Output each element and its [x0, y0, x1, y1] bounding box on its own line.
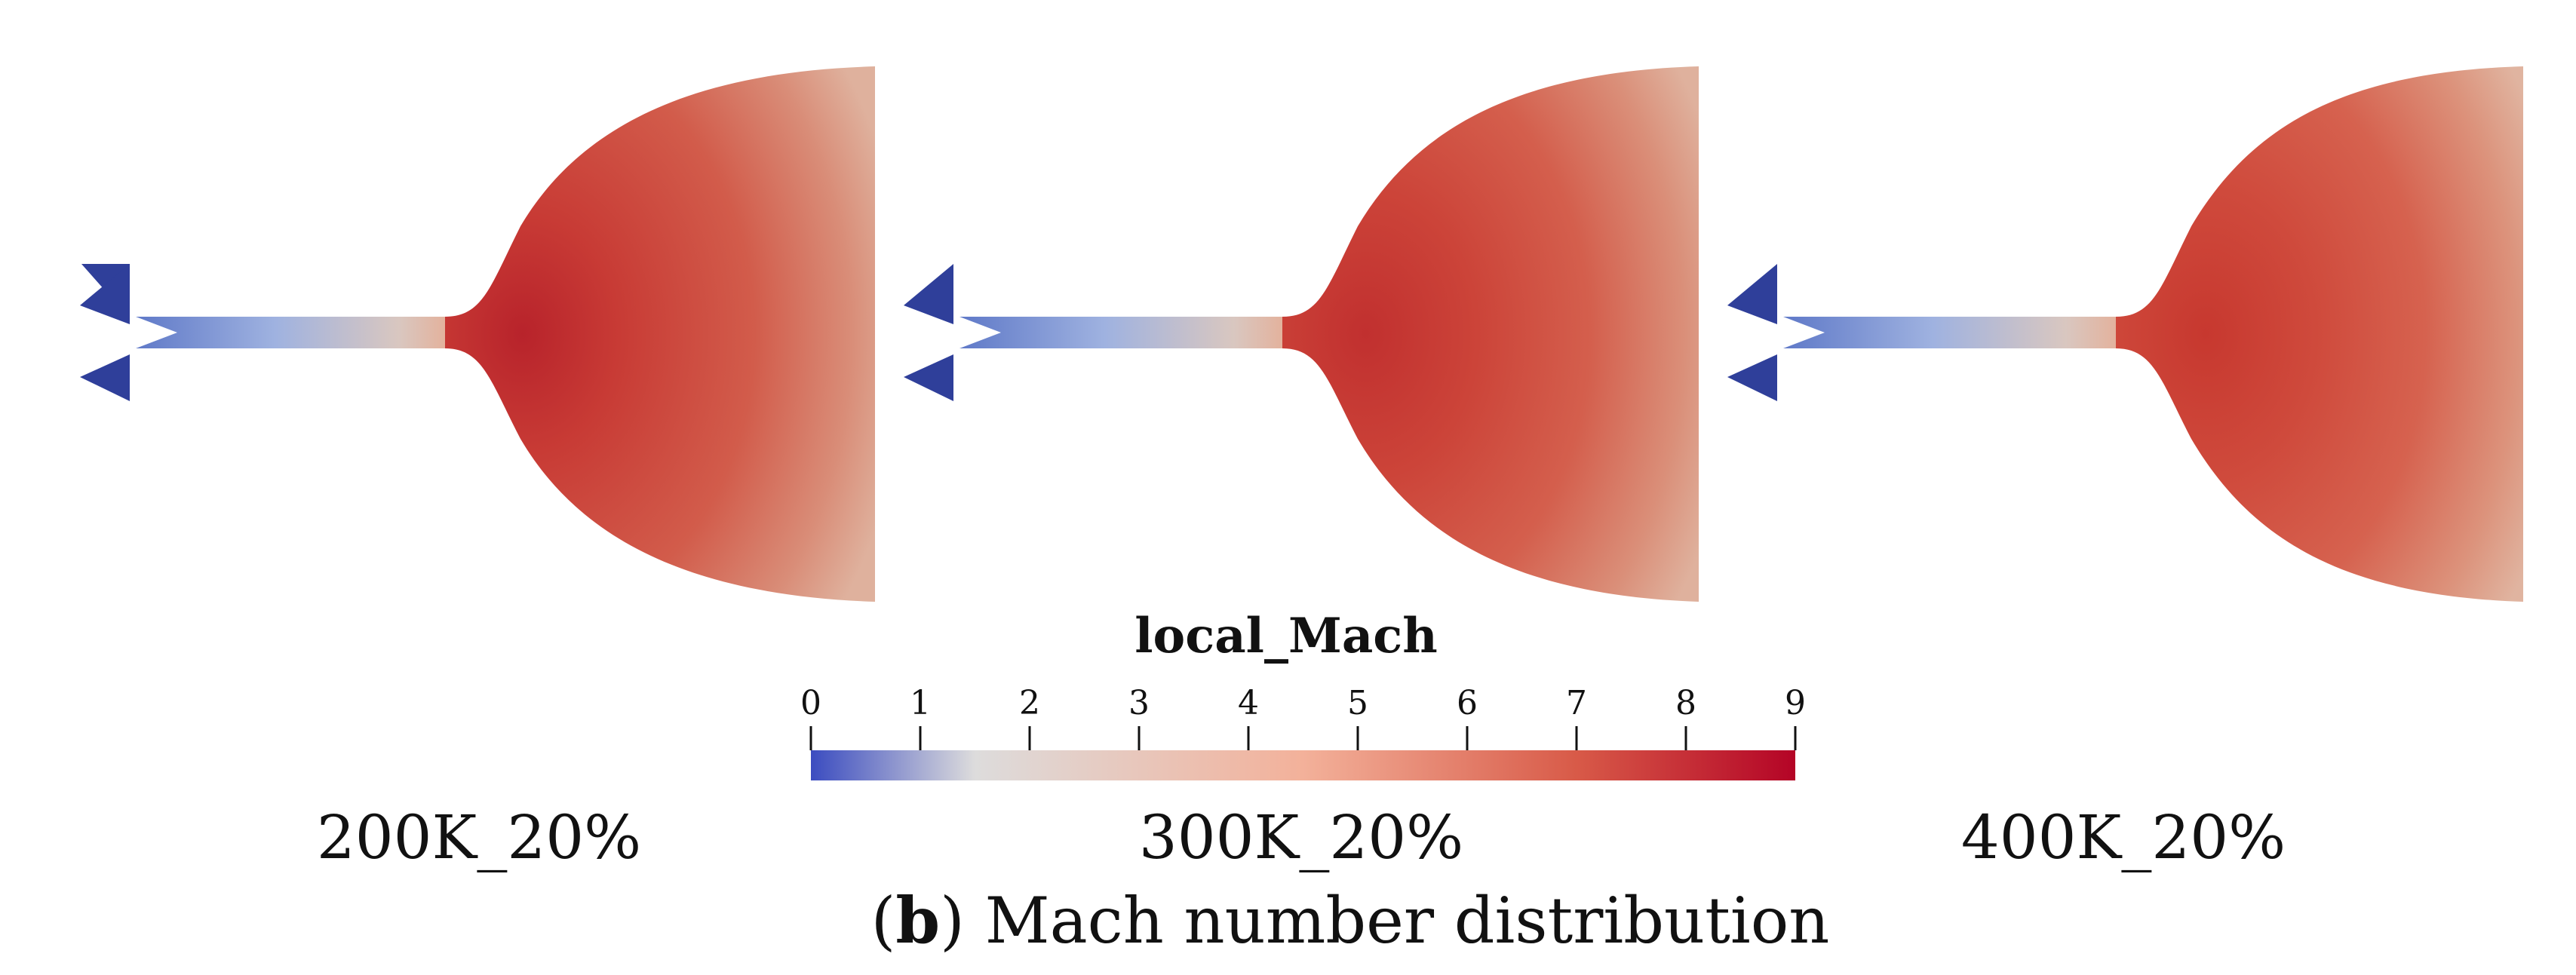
- inlet-triangle-top: [904, 264, 953, 324]
- colorbar-ticks: 0 1 2 3 4 5 6 7 8 9: [800, 684, 1806, 750]
- colorbar-tick-label: 5: [1347, 684, 1368, 722]
- plume: [2116, 66, 2523, 602]
- panel-label: 200K_20%: [317, 802, 641, 872]
- nozzle-throat: [1783, 317, 2116, 348]
- colorbar-gradient: [811, 750, 1795, 780]
- panel-label: 300K_20%: [1139, 802, 1463, 872]
- nozzle-throat: [959, 317, 1282, 348]
- plume: [445, 66, 875, 602]
- colorbar-tick-label: 4: [1238, 684, 1259, 722]
- inlet-top-mask: [75, 256, 79, 407]
- panel-300k: 300K_20%: [904, 66, 1699, 872]
- inlet-triangle-top: [1727, 264, 1777, 324]
- colorbar-tick-label: 2: [1019, 684, 1040, 722]
- colorbar-tick-label: 1: [910, 684, 931, 722]
- colorbar-title: local_Mach: [1134, 608, 1438, 664]
- inlet-triangle-bottom: [1727, 354, 1777, 401]
- colorbar-tick-label: 7: [1566, 684, 1587, 722]
- inlet-triangle-bottom: [80, 354, 130, 401]
- nozzle-throat: [136, 317, 445, 348]
- colorbar-tick-label: 0: [800, 684, 821, 722]
- inlet-triangle-bottom: [904, 354, 953, 401]
- inlet-triangle-top-shape: [80, 264, 130, 324]
- colorbar-tick-label: 6: [1457, 684, 1478, 722]
- plume: [1282, 66, 1699, 602]
- colorbar-tick-label: 9: [1785, 684, 1806, 722]
- colorbar-tick-label: 8: [1675, 684, 1696, 722]
- panel-400k: 400K_20%: [1727, 66, 2523, 872]
- caption-text: Mach number distribution: [985, 884, 1830, 958]
- panel-label: 400K_20%: [1961, 802, 2286, 872]
- colorbar: local_Mach 0 1 2 3 4 5 6 7 8 9: [800, 608, 1806, 780]
- colorbar-tick-label: 3: [1128, 684, 1150, 722]
- figure-caption: (b) Mach number distribution: [871, 883, 1830, 958]
- caption-letter: b: [895, 883, 940, 958]
- panel-200k: 200K_20%: [75, 66, 875, 872]
